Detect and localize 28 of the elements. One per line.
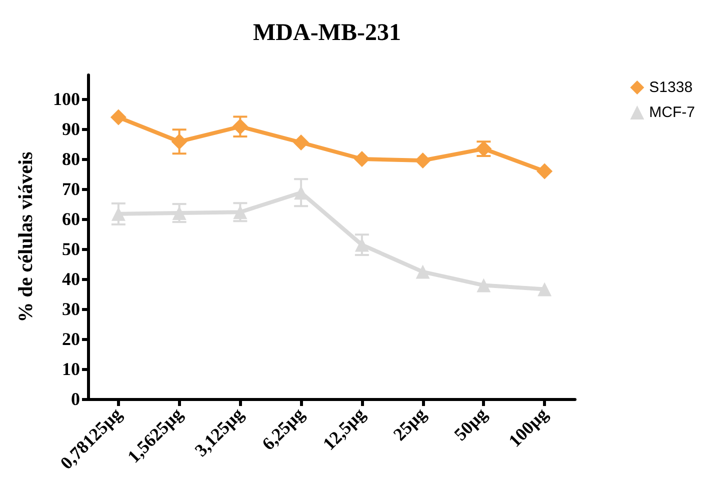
point xyxy=(232,118,248,135)
y-tick-label: 60 xyxy=(62,209,80,229)
point xyxy=(172,206,186,220)
y-tick-label: 80 xyxy=(62,149,80,169)
point xyxy=(414,152,431,168)
y-axis-title: % de células viáveis xyxy=(15,152,37,322)
point xyxy=(294,186,308,200)
point xyxy=(233,205,248,220)
y-tick-label: 10 xyxy=(62,359,80,379)
point xyxy=(536,163,553,180)
chart-title: MDA-MB-231 xyxy=(253,20,401,46)
y-tick-label: 40 xyxy=(62,269,80,289)
point xyxy=(354,151,370,167)
y-tick-label: 70 xyxy=(62,179,80,199)
y-tick-label: 20 xyxy=(62,329,80,349)
point xyxy=(476,278,491,292)
y-tick-label: 100 xyxy=(53,89,80,109)
y-tick-label: 50 xyxy=(62,239,80,259)
point xyxy=(416,264,430,279)
y-tick-label: 0 xyxy=(71,389,80,409)
point xyxy=(538,282,552,296)
legend-label: MCF-7 xyxy=(649,104,695,121)
point xyxy=(110,109,126,126)
point xyxy=(293,134,310,150)
legend-label: S1338 xyxy=(649,79,693,96)
y-tick-label: 30 xyxy=(62,299,80,319)
point xyxy=(171,134,188,150)
y-tick-label: 90 xyxy=(62,119,80,139)
